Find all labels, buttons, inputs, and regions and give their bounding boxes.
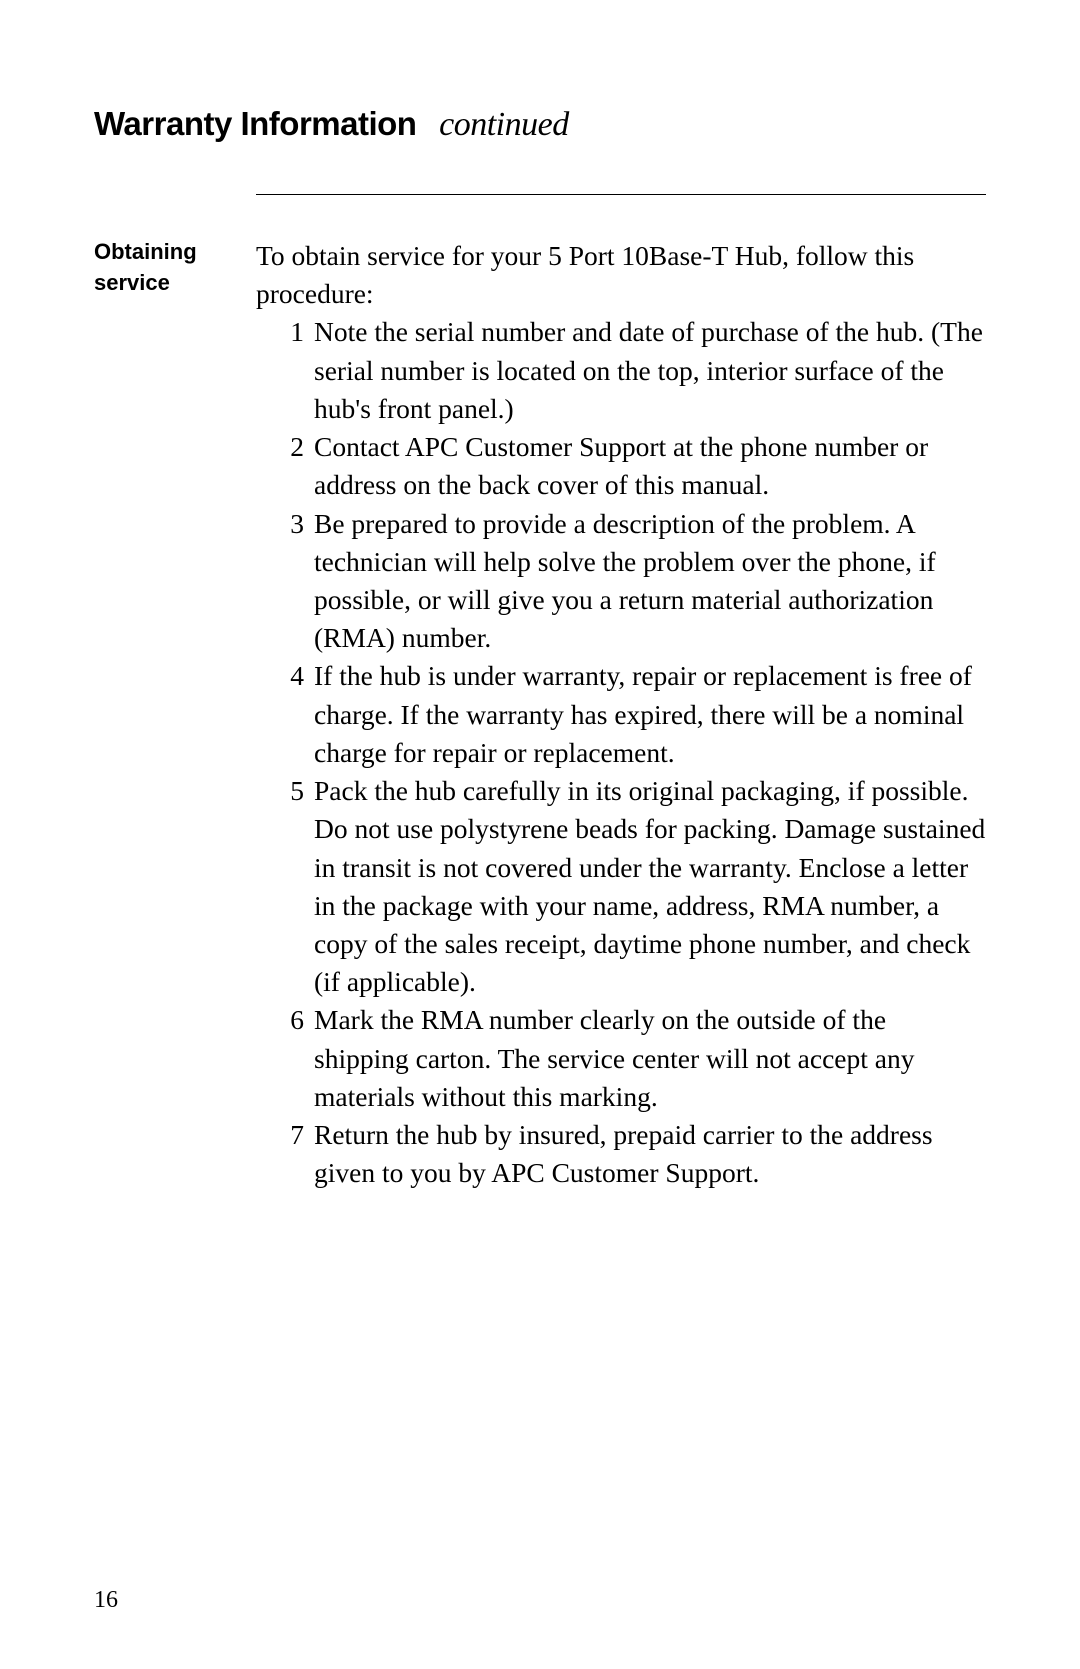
content-wrapper: Obtaining service To obtain service for … — [94, 237, 986, 1192]
title-continued: continued — [439, 106, 569, 143]
side-label: Obtaining service — [94, 237, 256, 1192]
section-divider — [256, 194, 986, 195]
list-item: Pack the hub carefully in its original p… — [314, 772, 986, 1001]
list-item: If the hub is under warranty, repair or … — [314, 657, 986, 772]
procedure-list: Note the serial number and date of purch… — [256, 313, 986, 1192]
title-main: Warranty Information — [94, 105, 416, 142]
list-item: Contact APC Customer Support at the phon… — [314, 428, 986, 504]
list-item: Be prepared to provide a description of … — [314, 505, 986, 658]
page-number: 16 — [94, 1587, 118, 1614]
list-item: Return the hub by insured, prepaid carri… — [314, 1116, 986, 1192]
page-title: Warranty Information continued — [94, 105, 986, 144]
intro-paragraph: To obtain service for your 5 Port 10Base… — [256, 237, 986, 313]
list-item: Note the serial number and date of purch… — [314, 313, 986, 428]
list-item: Mark the RMA number clearly on the outsi… — [314, 1001, 986, 1116]
body-content: To obtain service for your 5 Port 10Base… — [256, 237, 986, 1192]
